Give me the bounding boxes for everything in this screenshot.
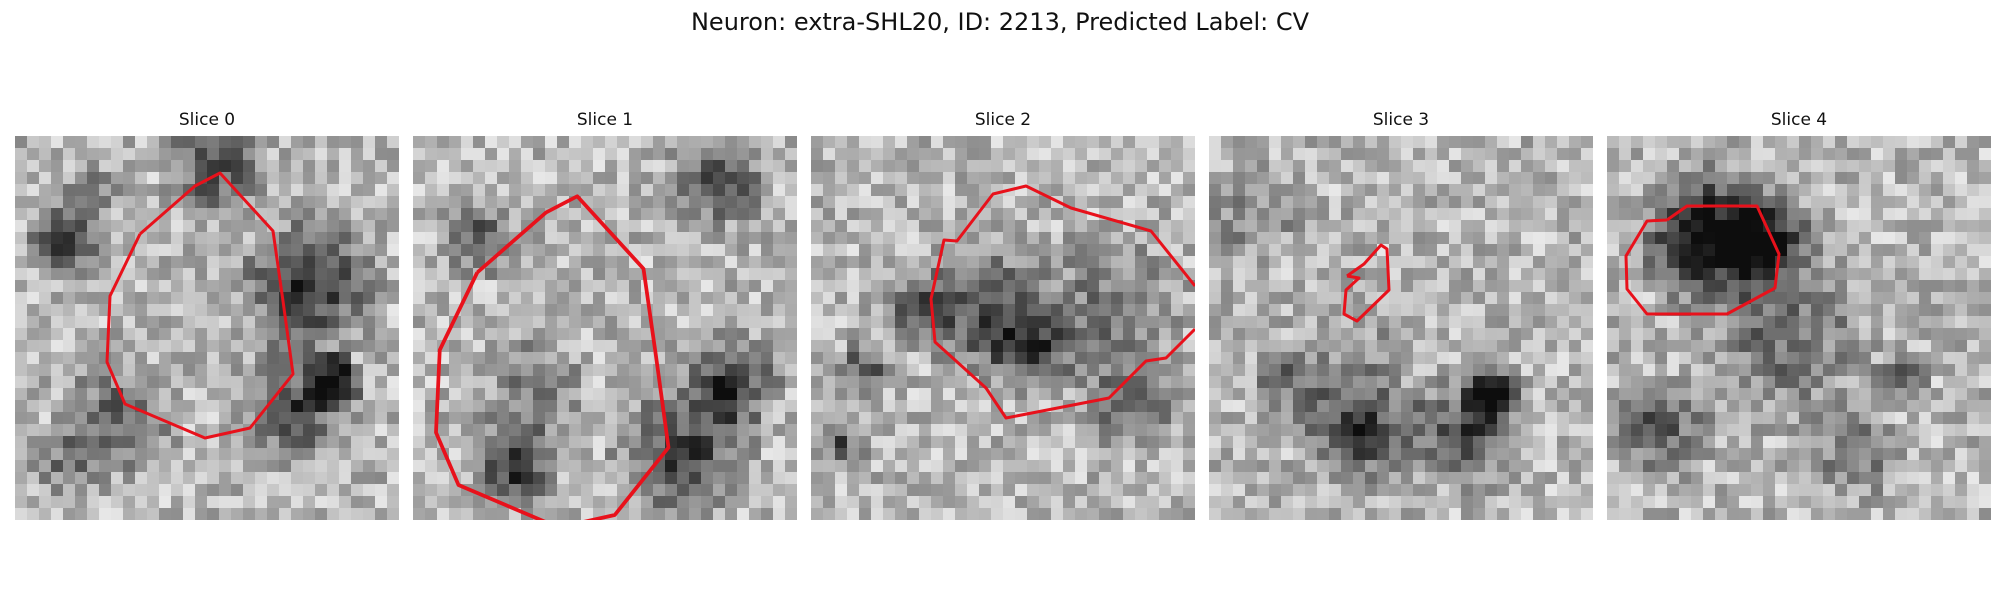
slice-title: Slice 0 [178,110,236,130]
figure-title: Neuron: extra-SHL20, ID: 2213, Predicted… [690,8,1310,36]
slice-panel-3: Slice 3 [1209,108,1593,520]
slice-image [811,136,1195,520]
segmentation-contour [1342,243,1391,323]
slice-title: Slice 1 [576,110,634,130]
slice-image [413,136,797,520]
slice-panel-4: Slice 4 [1607,108,1991,520]
slice-image [1209,136,1593,520]
slice-panel-0: Slice 0 [15,108,399,520]
segmentation-contour [434,194,671,520]
slice-title: Slice 4 [1770,110,1828,130]
em-image [1607,136,1991,520]
slice-image [1607,136,1991,520]
em-image [1209,136,1593,520]
slice-panel-2: Slice 2 [811,108,1195,520]
slice-image [15,136,399,520]
em-image [413,136,797,520]
em-image [15,136,399,520]
slice-title: Slice 2 [974,110,1032,130]
slice-title: Slice 3 [1372,110,1430,130]
segmentation-contour [105,171,295,440]
segmentation-contour [929,184,1195,420]
em-image [811,136,1195,520]
segmentation-contour [1624,204,1781,316]
slice-panel-1: Slice 1 [413,108,797,520]
